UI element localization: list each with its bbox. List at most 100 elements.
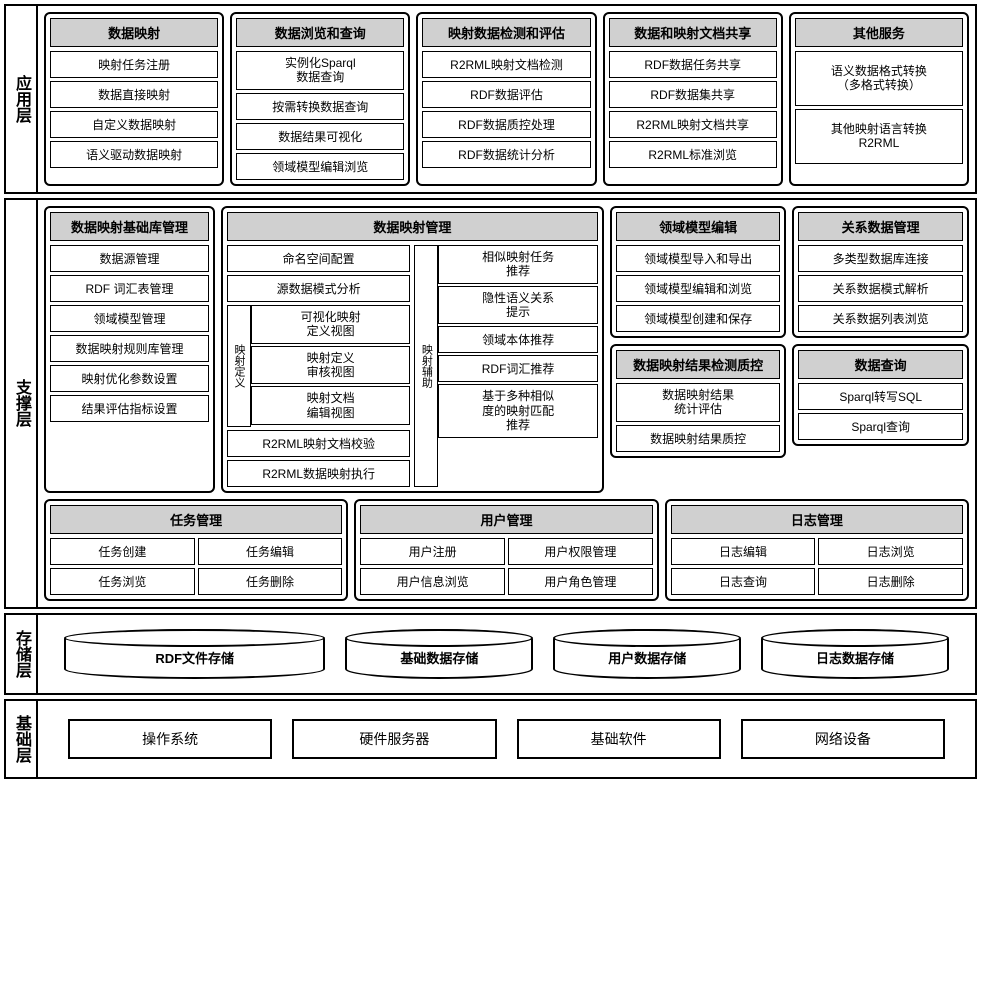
- module-header: 数据映射管理: [227, 212, 598, 241]
- application-layer: 应用层 数据映射 映射任务注册 数据直接映射 自定义数据映射 语义驱动数据映射 …: [4, 4, 977, 194]
- item: 源数据模式分析: [227, 275, 410, 302]
- item: 映射任务注册: [50, 51, 218, 78]
- support-layer-label: 支撑层: [6, 200, 38, 607]
- item: 日志编辑: [671, 538, 816, 565]
- mapping-aux-label: 映射辅助: [414, 245, 438, 487]
- support-layer: 支撑层 数据映射基础库管理 数据源管理 RDF 词汇表管理 领域模型管理 数据映…: [4, 198, 977, 609]
- item: RDF数据统计分析: [422, 141, 590, 168]
- mapping-def-label: 映射定义: [227, 305, 251, 427]
- item: R2RML映射文档共享: [609, 111, 777, 138]
- base-layer-label: 基础层: [6, 701, 38, 777]
- item: 语义数据格式转换（多格式转换）: [795, 51, 963, 106]
- item: 映射优化参数设置: [50, 365, 209, 392]
- storage-layer: 存储层 RDF文件存储 基础数据存储 用户数据存储 日志数据存储: [4, 613, 977, 695]
- module-data-mapping: 数据映射 映射任务注册 数据直接映射 自定义数据映射 语义驱动数据映射: [44, 12, 224, 186]
- storage-cylinder: 日志数据存储: [761, 629, 949, 679]
- module-doc-share: 数据和映射文档共享 RDF数据任务共享 RDF数据集共享 R2RML映射文档共享…: [603, 12, 783, 186]
- item: 任务浏览: [50, 568, 195, 595]
- item: 用户权限管理: [508, 538, 653, 565]
- module-header: 数据映射结果检测质控: [616, 350, 781, 379]
- item: 其他映射语言转换R2RML: [795, 109, 963, 164]
- module-header: 关系数据管理: [798, 212, 963, 241]
- item: 数据映射结果统计评估: [616, 383, 781, 422]
- item: 按需转换数据查询: [236, 93, 404, 120]
- module-other-service: 其他服务 语义数据格式转换（多格式转换） 其他映射语言转换R2RML: [789, 12, 969, 186]
- base-layer: 基础层 操作系统 硬件服务器 基础软件 网络设备: [4, 699, 977, 779]
- item: 数据结果可视化: [236, 123, 404, 150]
- item: RDF数据集共享: [609, 81, 777, 108]
- item: 数据映射规则库管理: [50, 335, 209, 362]
- item: 领域模型导入和导出: [616, 245, 781, 272]
- app-layer-label: 应用层: [6, 6, 38, 192]
- item: RDF数据质控处理: [422, 111, 590, 138]
- item: 结果评估指标设置: [50, 395, 209, 422]
- item: 领域本体推荐: [438, 326, 597, 353]
- module-header: 数据映射: [50, 18, 218, 47]
- item: 日志浏览: [818, 538, 963, 565]
- item: RDF数据评估: [422, 81, 590, 108]
- module-data-query: 数据查询 Sparql转写SQL Sparql查询: [792, 344, 969, 446]
- module-header: 数据映射基础库管理: [50, 212, 209, 241]
- module-header: 任务管理: [50, 505, 342, 534]
- module-baselib: 数据映射基础库管理 数据源管理 RDF 词汇表管理 领域模型管理 数据映射规则库…: [44, 206, 215, 493]
- base-item: 基础软件: [517, 719, 721, 759]
- item: 数据直接映射: [50, 81, 218, 108]
- item: 语义驱动数据映射: [50, 141, 218, 168]
- item: R2RML映射文档检测: [422, 51, 590, 78]
- item: R2RML标准浏览: [609, 141, 777, 168]
- item: 用户角色管理: [508, 568, 653, 595]
- module-domain-edit: 领域模型编辑 领域模型导入和导出 领域模型编辑和浏览 领域模型创建和保存: [610, 206, 787, 338]
- item: Sparql转写SQL: [798, 383, 963, 410]
- module-header: 日志管理: [671, 505, 963, 534]
- item: R2RML数据映射执行: [227, 460, 410, 487]
- item: 数据映射结果质控: [616, 425, 781, 452]
- item: 命名空间配置: [227, 245, 410, 272]
- item: 领域模型创建和保存: [616, 305, 781, 332]
- module-mapping-detect: 映射数据检测和评估 R2RML映射文档检测 RDF数据评估 RDF数据质控处理 …: [416, 12, 596, 186]
- base-item: 网络设备: [741, 719, 945, 759]
- item: 领域模型编辑和浏览: [616, 275, 781, 302]
- item: 实例化Sparql数据查询: [236, 51, 404, 90]
- item: 关系数据模式解析: [798, 275, 963, 302]
- module-result-qc: 数据映射结果检测质控 数据映射结果统计评估 数据映射结果质控: [610, 344, 787, 458]
- item: 任务删除: [198, 568, 343, 595]
- module-header: 用户管理: [360, 505, 652, 534]
- module-header: 其他服务: [795, 18, 963, 47]
- item: 映射定义审核视图: [251, 346, 410, 385]
- item: RDF 词汇表管理: [50, 275, 209, 302]
- storage-cylinder: RDF文件存储: [64, 629, 325, 679]
- storage-cylinder: 基础数据存储: [345, 629, 533, 679]
- module-relation-data: 关系数据管理 多类型数据库连接 关系数据模式解析 关系数据列表浏览: [792, 206, 969, 338]
- item: Sparql查询: [798, 413, 963, 440]
- module-header: 领域模型编辑: [616, 212, 781, 241]
- module-data-browse: 数据浏览和查询 实例化Sparql数据查询 按需转换数据查询 数据结果可视化 领…: [230, 12, 410, 186]
- item: 用户注册: [360, 538, 505, 565]
- item: 领域模型编辑浏览: [236, 153, 404, 180]
- module-log-mgmt: 日志管理 日志编辑 日志查询 日志浏览 日志删除: [665, 499, 969, 601]
- item: 基于多种相似度的映射匹配推荐: [438, 384, 597, 437]
- item: 任务创建: [50, 538, 195, 565]
- item: 数据源管理: [50, 245, 209, 272]
- item: 关系数据列表浏览: [798, 305, 963, 332]
- item: 用户信息浏览: [360, 568, 505, 595]
- item: 映射文档编辑视图: [251, 386, 410, 425]
- item: RDF数据任务共享: [609, 51, 777, 78]
- base-item: 操作系统: [68, 719, 272, 759]
- module-header: 数据查询: [798, 350, 963, 379]
- item: 自定义数据映射: [50, 111, 218, 138]
- item: 多类型数据库连接: [798, 245, 963, 272]
- item: 日志删除: [818, 568, 963, 595]
- module-task-mgmt: 任务管理 任务创建 任务浏览 任务编辑 任务删除: [44, 499, 348, 601]
- item: 隐性语义关系提示: [438, 286, 597, 325]
- item: 领域模型管理: [50, 305, 209, 332]
- item: 任务编辑: [198, 538, 343, 565]
- base-item: 硬件服务器: [292, 719, 496, 759]
- module-user-mgmt: 用户管理 用户注册 用户信息浏览 用户权限管理 用户角色管理: [354, 499, 658, 601]
- storage-cylinder: 用户数据存储: [553, 629, 741, 679]
- item: 可视化映射定义视图: [251, 305, 410, 344]
- module-header: 数据和映射文档共享: [609, 18, 777, 47]
- storage-layer-label: 存储层: [6, 615, 38, 693]
- module-header: 数据浏览和查询: [236, 18, 404, 47]
- module-header: 映射数据检测和评估: [422, 18, 590, 47]
- item: R2RML映射文档校验: [227, 430, 410, 457]
